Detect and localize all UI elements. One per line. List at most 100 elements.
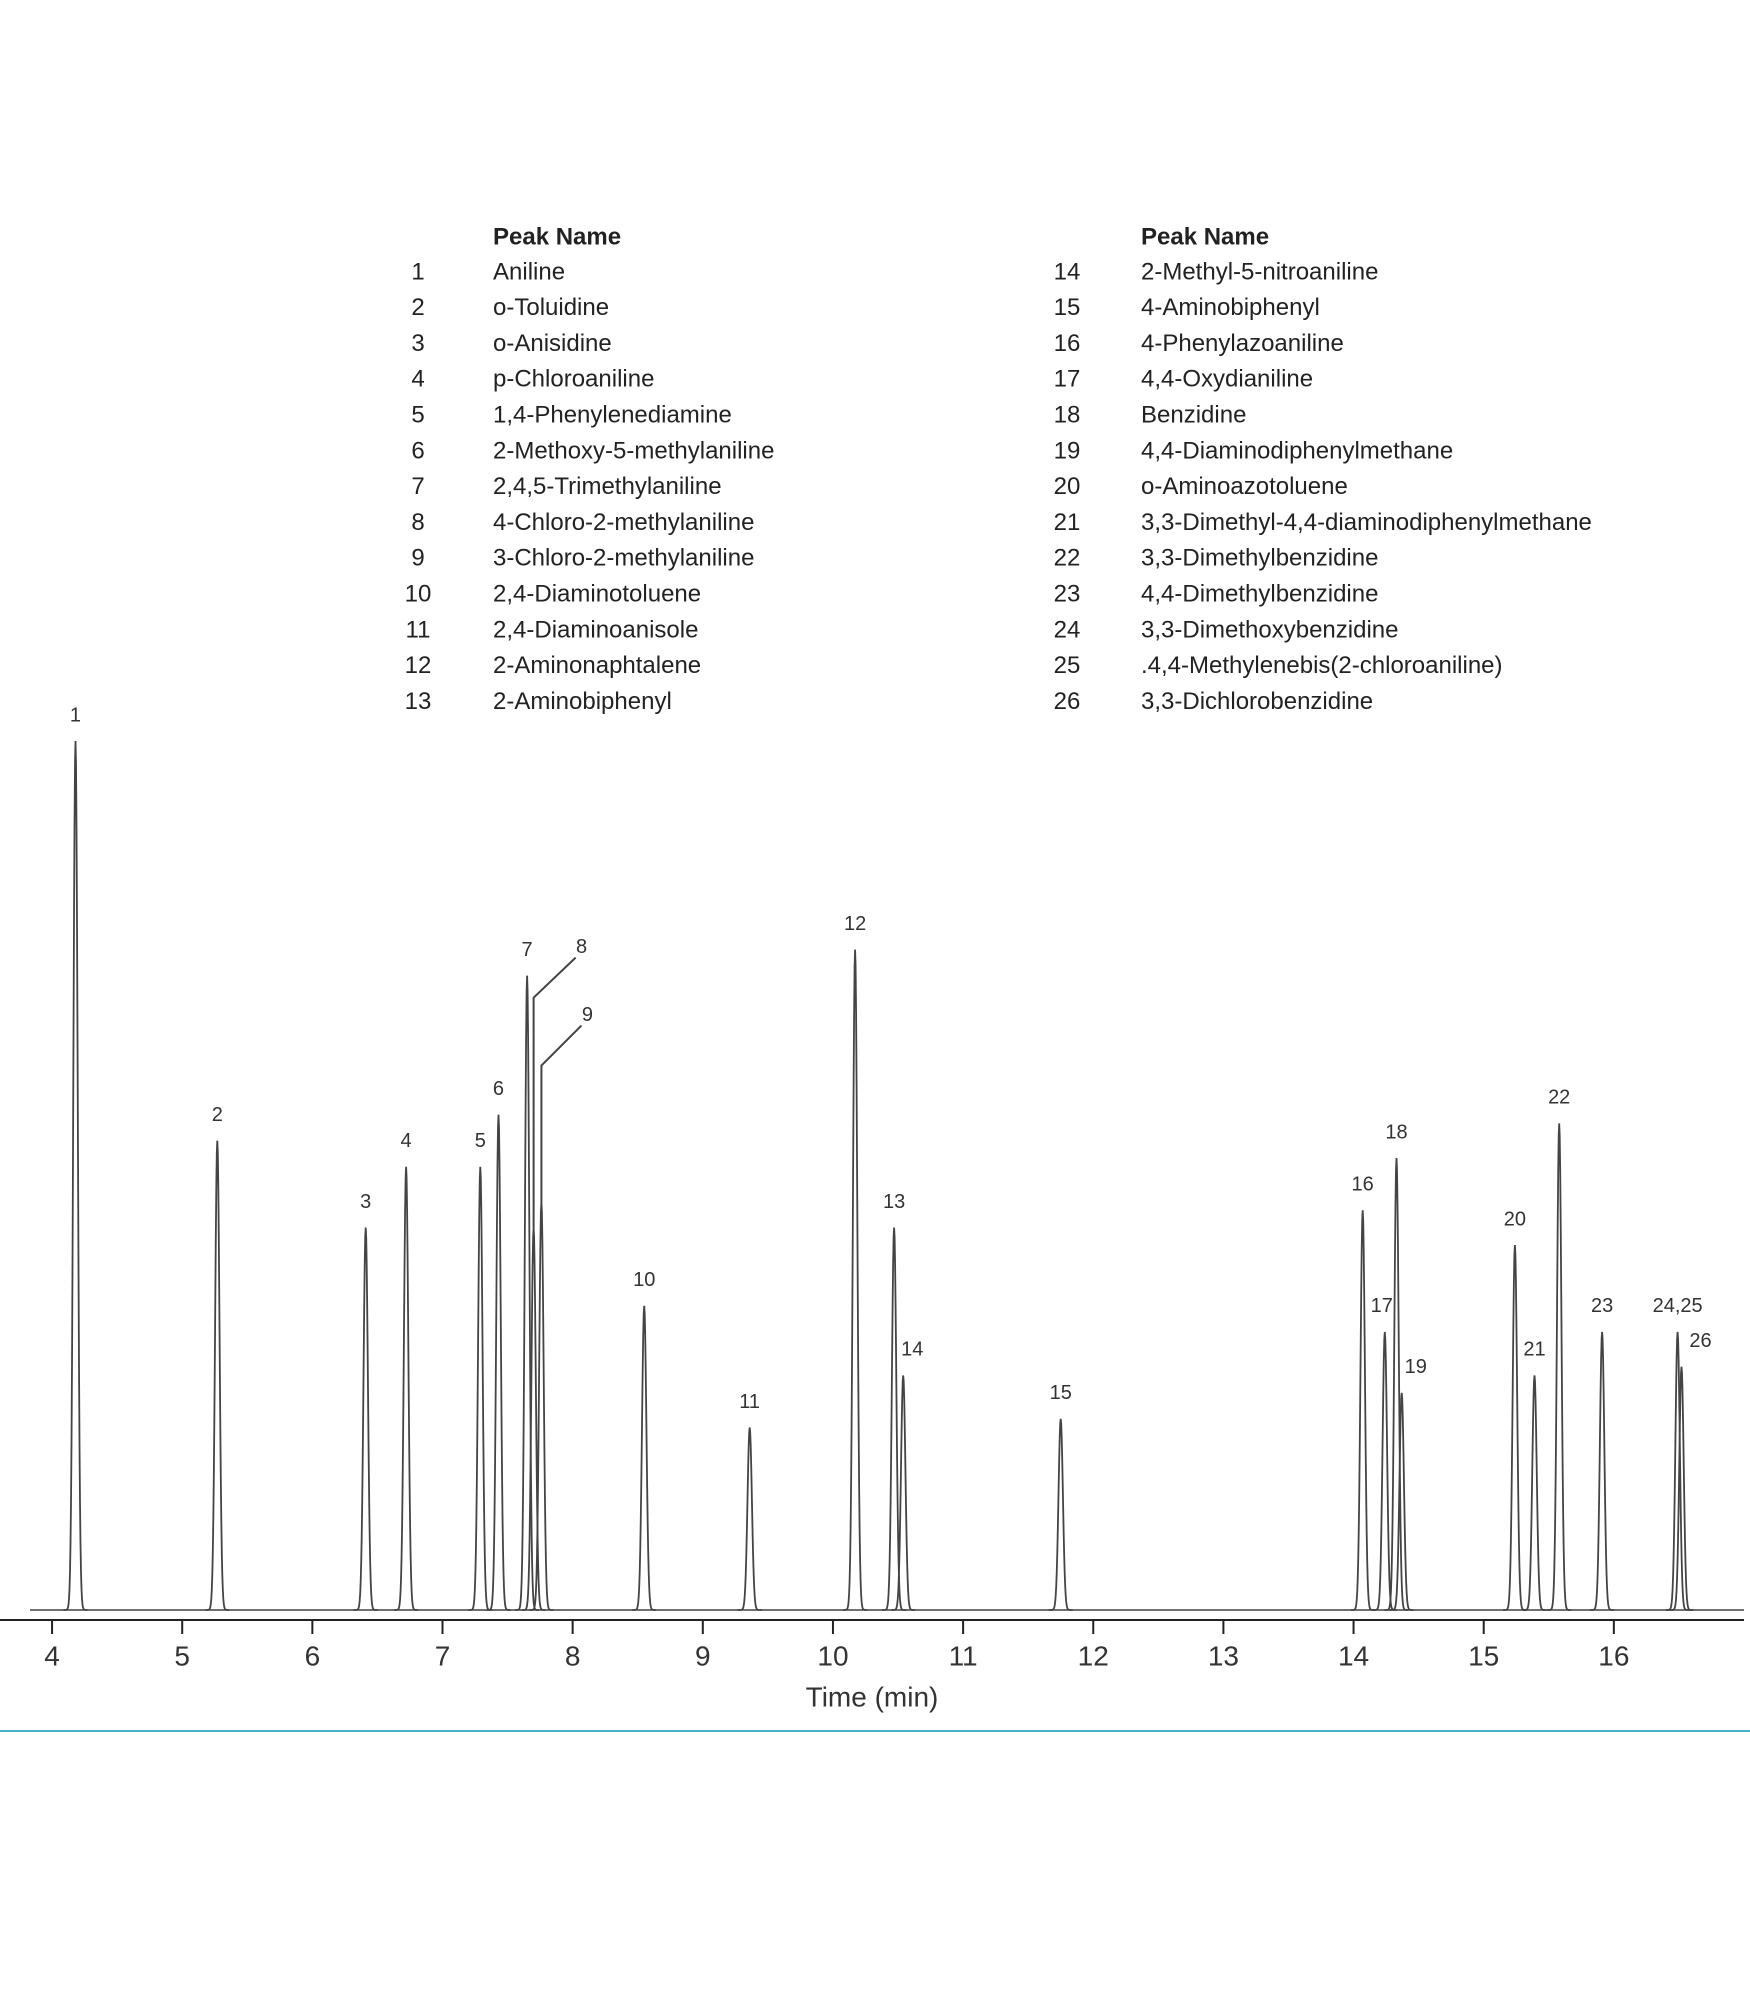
peak-label: 9 [582,1004,593,1026]
legend-name: 3-Chloro-2-methylaniline [493,545,754,572]
peak-label: 15 [1050,1382,1072,1404]
legend-name: p-Chloroaniline [493,366,654,393]
peak-label: 7 [522,939,533,961]
legend-number: 2 [411,294,424,321]
legend-number: 13 [405,688,432,715]
legend-number: 7 [411,473,424,500]
legend-name: 2,4,5-Trimethylaniline [493,473,722,500]
legend-name: 1,4-Phenylenediamine [493,402,732,429]
legend-name: o-Toluidine [493,294,609,321]
legend-number: 12 [405,652,432,679]
peak-label: 12 [844,913,866,935]
legend-name: 4-Phenylazoaniline [1141,330,1344,357]
legend-number: 5 [411,402,424,429]
legend-number: 16 [1054,330,1081,357]
legend-name: 2-Methyl-5-nitroaniline [1141,258,1378,285]
legend-header: Peak Name [493,223,621,250]
peak [1522,1375,1547,1611]
peak [843,949,868,1611]
legend-name: 4,4-Diaminodiphenylmethane [1141,437,1453,464]
legend-name: 2,4-Diaminoanisole [493,616,698,643]
legend-number: 20 [1054,473,1081,500]
legend-header: Peak Name [1141,223,1269,250]
legend-name: .4,4-Methylenebis(2-chloroaniline) [1141,652,1503,679]
x-tick-label: 9 [695,1640,711,1671]
peak-label: 24,25 [1653,1295,1703,1317]
legend-number: 3 [411,330,424,357]
peak-label: 11 [739,1391,760,1413]
peak-label: 18 [1385,1121,1407,1143]
peak [1384,1158,1409,1611]
legend-number: 17 [1054,366,1081,393]
legend-name: o-Anisidine [493,330,612,357]
legend-number: 14 [1054,258,1081,285]
legend-name: 4-Aminobiphenyl [1141,294,1320,321]
peak-label: 1 [70,704,81,726]
peak [486,1114,511,1611]
x-tick-label: 6 [305,1640,321,1671]
x-tick-label: 13 [1208,1640,1239,1671]
x-tick-label: 15 [1468,1640,1499,1671]
x-tick-label: 12 [1078,1640,1109,1671]
legend-name: 3,3-Dimethoxybenzidine [1141,616,1398,643]
peak-label: 22 [1548,1087,1570,1109]
legend-number: 24 [1054,616,1081,643]
peak-label: 2 [212,1104,223,1126]
legend-number: 1 [411,258,424,285]
x-tick-label: 10 [817,1640,848,1671]
peak [63,740,88,1611]
legend-name: Aniline [493,258,565,285]
x-tick-label: 4 [44,1640,60,1671]
peak [1547,1123,1572,1611]
legend-name: 3,3-Dimethyl-4,4-diaminodiphenylmethane [1141,509,1592,536]
legend-name: 4,4-Dimethylbenzidine [1141,581,1378,608]
legend-name: 4-Chloro-2-methylaniline [493,509,754,536]
peak-label: 5 [475,1130,486,1152]
x-tick-label: 5 [174,1640,190,1671]
peak [632,1305,657,1611]
peak [529,1201,554,1611]
peak-label: 19 [1405,1356,1427,1378]
legend-number: 15 [1054,294,1081,321]
peak-label: 20 [1504,1208,1526,1230]
legend-name: 2-Aminonaphtalene [493,652,701,679]
peak [468,1166,493,1611]
legend-number: 18 [1054,402,1081,429]
peak-label: 8 [576,936,587,958]
peak [1669,1366,1694,1611]
legend-name: 4,4-Oxydianiline [1141,366,1313,393]
x-tick-label: 16 [1598,1640,1629,1671]
legend-number: 8 [411,509,424,536]
leader-line [540,1024,583,1202]
legend-name: Benzidine [1141,402,1246,429]
peak [1389,1392,1414,1611]
legend-number: 25 [1054,652,1081,679]
peak-label: 4 [401,1130,412,1152]
legend-name: o-Aminoazotoluene [1141,473,1348,500]
legend-name: 3,3-Dimethylbenzidine [1141,545,1378,572]
peak [1350,1210,1375,1611]
x-tick-label: 14 [1338,1640,1369,1671]
peak [394,1166,419,1611]
peak [737,1427,762,1611]
legend-number: 11 [406,616,431,643]
peak [353,1227,378,1611]
legend-number: 23 [1054,581,1081,608]
legend-number: 6 [411,437,424,464]
peak-label: 17 [1371,1295,1393,1317]
peak-label: 16 [1352,1174,1374,1196]
peak-label: 21 [1523,1339,1545,1361]
peak-label: 26 [1689,1330,1711,1352]
peak [515,975,540,1611]
peak [882,1227,907,1611]
x-tick-label: 8 [565,1640,581,1671]
legend-name: 2,4-Diaminotoluene [493,581,701,608]
legend-number: 10 [405,581,432,608]
legend-number: 4 [411,366,424,393]
leader-line [532,956,577,1228]
peak [1048,1418,1073,1611]
legend-number: 21 [1054,509,1081,536]
legend-name: 2-Aminobiphenyl [493,688,672,715]
legend-number: 9 [411,545,424,572]
